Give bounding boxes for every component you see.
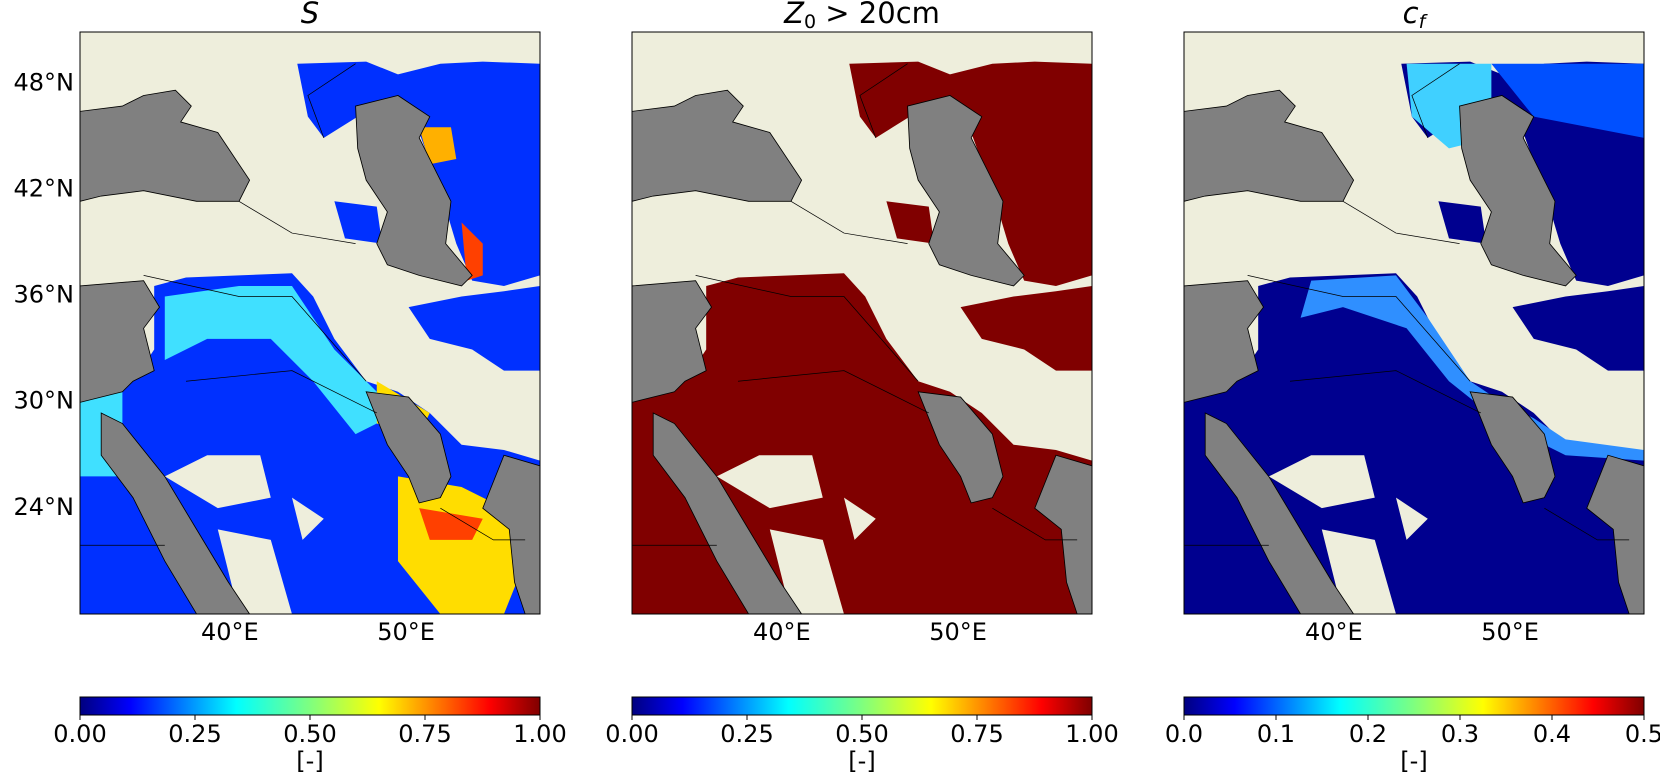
title-symbol: S	[301, 0, 319, 30]
colorbar-label: [-]	[296, 747, 323, 775]
title-symbol: c	[1403, 0, 1419, 30]
panel-title: S	[301, 0, 319, 30]
map-frame	[1183, 31, 1645, 615]
title-subscript: 0	[804, 11, 816, 33]
colorbar-tick-label: 0.25	[720, 720, 773, 748]
lon-tick-label: 40°E	[753, 618, 811, 646]
colorbar	[1183, 696, 1645, 716]
panel-title: Z0 > 20cm	[783, 0, 940, 33]
colorbar-label: [-]	[848, 747, 875, 775]
colorbar-tick-label: 0.75	[398, 720, 451, 748]
colorbar-tick-label: 0.3	[1441, 720, 1479, 748]
map-frame	[79, 31, 541, 615]
colorbar-tick-label: 0.75	[950, 720, 1003, 748]
colorbar-tick-label: 1.00	[1065, 720, 1118, 748]
colorbar-tick-label: 0.50	[283, 720, 336, 748]
map-frame	[631, 31, 1093, 615]
lat-tick-label: 24°N	[14, 493, 75, 521]
title-symbol: Z	[783, 0, 805, 30]
colorbar-tick-label: 1.00	[513, 720, 566, 748]
colorbar-tick-label: 0.1	[1257, 720, 1295, 748]
colorbar-tick-label: 0.50	[835, 720, 888, 748]
lat-tick-label: 42°N	[14, 174, 75, 202]
colorbar-tick-label: 0.00	[53, 720, 106, 748]
lon-tick-label: 40°E	[201, 618, 259, 646]
colorbar-label: [-]	[1400, 747, 1427, 775]
lat-tick-label: 36°N	[14, 281, 75, 309]
colorbar-tick-label: 0.0	[1165, 720, 1203, 748]
map-panel	[1183, 32, 1645, 615]
lon-tick-label: 50°E	[1481, 618, 1539, 646]
map-panel	[631, 32, 1093, 615]
title-rest: > 20cm	[816, 0, 940, 30]
lon-tick-label: 50°E	[929, 618, 987, 646]
lat-tick-label: 30°N	[14, 387, 75, 415]
colorbar-tick-label: 0.4	[1533, 720, 1571, 748]
colorbar-tick-label: 0.25	[168, 720, 221, 748]
colorbar	[631, 696, 1093, 716]
lat-tick-label: 48°N	[14, 68, 75, 96]
colorbar-tick-label: 0.2	[1349, 720, 1387, 748]
colorbar	[79, 696, 541, 716]
lon-tick-label: 50°E	[377, 618, 435, 646]
colorbar-tick-label: 0.5	[1625, 720, 1660, 748]
colorbar-tick-label: 0.00	[605, 720, 658, 748]
panel-title: cf	[1403, 0, 1429, 33]
lon-tick-label: 40°E	[1305, 618, 1363, 646]
map-panel	[79, 32, 541, 615]
title-subscript: f	[1419, 11, 1429, 33]
